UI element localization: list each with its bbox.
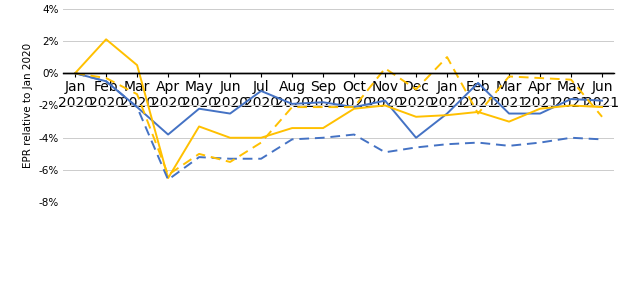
Fathers [71,71,79,75]
Mothers [474,110,482,114]
Childless women [505,75,513,78]
Line: Mothers: Mothers [75,39,602,178]
Fathers [567,97,575,101]
Fathers [474,81,482,85]
Line: Fathers: Fathers [75,73,602,138]
Childless women [413,88,420,91]
Childless men [413,146,420,149]
Childless women [536,76,544,80]
Childless men [536,141,544,144]
Childless women [443,55,451,59]
Childless women [102,76,110,80]
Mothers [288,126,296,130]
Line: Childless men: Childless men [75,73,602,180]
Childless men [350,133,358,136]
Childless women [196,152,203,155]
Childless women [319,105,327,109]
Childless men [134,105,141,109]
Childless men [102,79,110,83]
Childless men [505,144,513,148]
Line: Childless women: Childless women [75,57,602,175]
Childless women [134,92,141,96]
Mothers [257,136,265,140]
Childless men [196,155,203,159]
Childless women [71,71,79,75]
Childless women [350,105,358,109]
Fathers [413,136,420,140]
Mothers [196,125,203,128]
Childless men [164,178,172,181]
Mothers [319,126,327,130]
Childless women [288,105,296,109]
Childless men [567,136,575,140]
Childless men [381,151,389,154]
Mothers [102,38,110,41]
Fathers [164,133,172,136]
Mothers [536,107,544,110]
Childless women [474,112,482,115]
Childless women [598,115,606,118]
Fathers [134,105,141,109]
Fathers [536,112,544,115]
Fathers [381,99,389,102]
Fathers [505,112,513,115]
Mothers [567,104,575,107]
Childless women [381,67,389,70]
Childless women [257,141,265,144]
Childless women [226,160,234,164]
Fathers [226,112,234,115]
Fathers [196,107,203,110]
Fathers [288,102,296,105]
Childless men [288,138,296,141]
Fathers [319,101,327,104]
Childless men [474,141,482,144]
Mothers [413,115,420,118]
Fathers [257,89,265,93]
Childless women [567,78,575,81]
Mothers [71,71,79,75]
Childless men [598,138,606,141]
Fathers [443,112,451,115]
Childless men [71,71,79,75]
Mothers [226,136,234,140]
Y-axis label: EPR relative to Jan 2020: EPR relative to Jan 2020 [23,43,33,168]
Mothers [164,176,172,180]
Childless men [257,157,265,160]
Mothers [443,113,451,117]
Fathers [102,79,110,83]
Childless men [319,136,327,140]
Mothers [134,63,141,67]
Childless women [164,173,172,177]
Mothers [381,104,389,107]
Mothers [598,105,606,109]
Mothers [350,107,358,110]
Childless men [226,157,234,160]
Childless men [443,142,451,146]
Mothers [505,120,513,123]
Fathers [598,99,606,102]
Fathers [350,105,358,109]
